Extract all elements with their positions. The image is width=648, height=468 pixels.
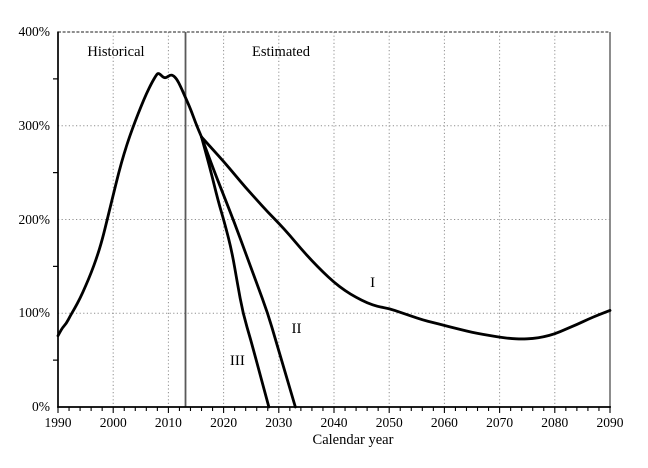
x-axis-title: Calendar year	[312, 432, 394, 448]
region-label-historical: Historical	[87, 43, 145, 60]
x-tick-label: 2090	[596, 415, 624, 430]
series-curve-label-i: I	[370, 274, 376, 291]
x-tick-label: 2070	[486, 415, 514, 430]
series-curve-alternative-i	[200, 135, 612, 341]
series-curve-alternative-iii	[200, 135, 271, 409]
series-curve-historical	[56, 72, 203, 338]
y-tick-label: 200%	[18, 211, 51, 227]
y-tick-label: 100%	[18, 305, 51, 321]
region-label-estimated: Estimated	[252, 43, 310, 60]
x-tick-label: 2020	[210, 415, 238, 430]
x-tick-label: 2080	[541, 415, 569, 430]
y-tick-label: 400%	[18, 24, 51, 39]
y-tick-label: 300%	[18, 117, 51, 133]
x-tick-label: 2050	[375, 415, 403, 430]
series-curve-label-ii: II	[291, 320, 302, 337]
y-tick-label: 0%	[32, 399, 50, 414]
x-tick-label: 2030	[265, 415, 293, 430]
x-tick-label: 2060	[430, 415, 458, 430]
series-curve-alternative-ii	[200, 135, 297, 409]
x-tick-label: 2000	[99, 415, 127, 430]
series-curve-label-iii: III	[229, 352, 245, 369]
x-tick-label: 2040	[320, 415, 348, 430]
x-tick-label: 2010	[154, 415, 182, 430]
x-tick-label: 1990	[44, 415, 72, 430]
